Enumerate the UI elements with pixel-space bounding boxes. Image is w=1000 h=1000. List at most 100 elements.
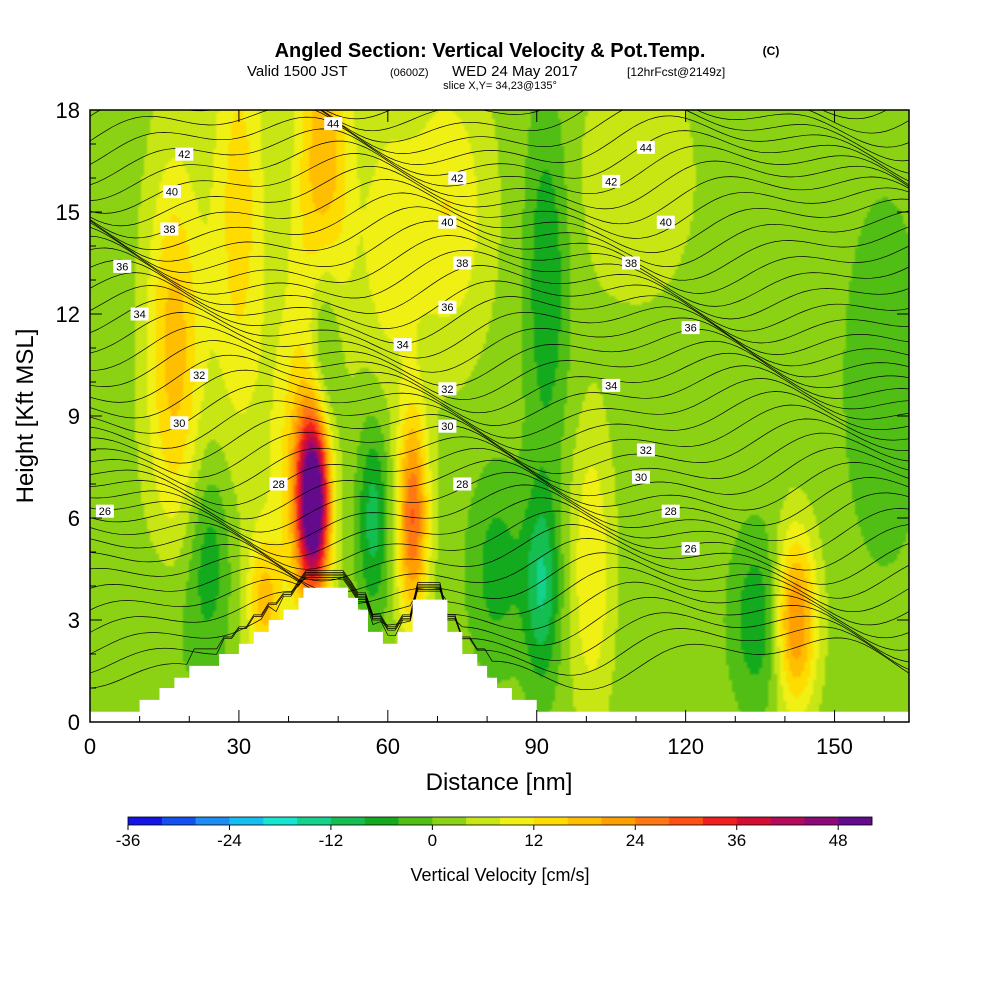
colorbar-swatch — [635, 817, 670, 825]
theta-contour-line — [90, 285, 909, 344]
contour-label: 40 — [656, 215, 675, 229]
contour-label: 32 — [438, 382, 457, 396]
theta-contour-line — [90, 459, 909, 520]
theta-contour-line — [90, 140, 909, 201]
colorbar-swatch — [567, 817, 602, 825]
theta-contour-line — [90, 510, 909, 571]
theta-contour-line — [90, 298, 909, 359]
theta-contour-line — [90, 235, 909, 294]
contour-label: 26 — [95, 504, 114, 518]
colorbar-tick-label: 24 — [626, 831, 645, 850]
colorbar — [127, 816, 873, 826]
x-tick-label: 120 — [667, 734, 704, 759]
contour-label: 28 — [269, 477, 288, 491]
contour-label: 30 — [170, 416, 189, 430]
colorbar-tick-label: -24 — [217, 831, 242, 850]
theta-contour-line — [90, 524, 909, 585]
contour-label-text: 28 — [272, 479, 284, 491]
subtitle-zulu: (0600Z) — [390, 67, 429, 79]
y-tick-label: 3 — [68, 608, 80, 633]
contour-label-text: 30 — [173, 418, 185, 430]
x-axis-label: Distance [nm] — [426, 769, 573, 796]
colorbar-swatch — [364, 817, 399, 825]
contour-label: 32 — [190, 368, 209, 382]
colorbar-swatch — [330, 817, 366, 825]
contour-label: 32 — [636, 443, 655, 457]
theta-contour-line — [90, 259, 909, 320]
theta-contour-line — [90, 128, 909, 186]
x-tick-label: 90 — [524, 734, 548, 759]
contour-label-text: 30 — [441, 421, 453, 433]
contour-label: 36 — [681, 321, 700, 335]
contour-label: 28 — [453, 477, 472, 491]
colorbar-swatch — [466, 817, 501, 825]
colorbar-tick-label: -36 — [116, 831, 141, 850]
theta-contour-line — [90, 418, 909, 478]
theta-contour-line — [90, 552, 909, 613]
colorbar-ticks: -36 -24 -12 0 12 24 36 48 — [116, 825, 848, 850]
contour-label: 42 — [602, 174, 621, 188]
y-tick-label: 9 — [68, 404, 80, 429]
colorbar-swatch — [161, 817, 196, 825]
theta-contour-line — [90, 572, 909, 676]
theta-contour-line — [90, 575, 909, 651]
colorbar-tick-label: 36 — [727, 831, 746, 850]
theta-contour-line — [90, 206, 909, 267]
contour-label-text: 30 — [635, 472, 647, 484]
chart-title-suffix: (C) — [763, 44, 780, 58]
colorbar-swatch — [702, 817, 738, 825]
subtitle-valid: Valid 1500 JST — [247, 63, 348, 80]
contour-label-text: 36 — [684, 323, 696, 335]
contour-label-text: 32 — [193, 370, 205, 382]
colorbar-tick-label: -12 — [319, 831, 344, 850]
colorbar-swatch — [229, 817, 264, 825]
theta-contour-line — [90, 484, 909, 546]
contour-label: 38 — [160, 222, 179, 236]
contour-label-text: 36 — [116, 261, 128, 273]
contour-label: 28 — [661, 504, 680, 518]
contour-label-text: 28 — [665, 506, 677, 518]
theta-contour-line — [90, 432, 909, 493]
theta-contour-line — [90, 110, 909, 148]
theta-contour-line — [90, 378, 909, 439]
colorbar-swatch — [500, 817, 535, 825]
chart-subtitle: Valid 1500 JST (0600Z) WED 24 May 2017 [… — [247, 63, 725, 80]
colorbar-swatch — [838, 817, 873, 825]
theta-contour-line — [90, 165, 909, 227]
chart-title: Angled Section: Vertical Velocity & Pot.… — [275, 40, 706, 62]
theta-contour-line — [90, 220, 909, 281]
theta-contour-line — [90, 472, 909, 533]
theta-contour-line — [90, 404, 909, 464]
theta-contour-line — [90, 272, 909, 332]
theta-contour-line — [90, 391, 909, 451]
y-axis-label: Height [Kft MSL] — [12, 329, 39, 504]
x-tick-label: 30 — [227, 734, 251, 759]
contour-label: 40 — [162, 185, 181, 199]
x-axis: 0 30 60 90 120 150 — [84, 110, 885, 759]
contour-label: 34 — [602, 378, 621, 392]
contour-label-text: 26 — [684, 544, 696, 556]
contour-label-text: 38 — [163, 224, 175, 236]
contour-label-text: 42 — [178, 149, 190, 161]
contour-label: 30 — [632, 470, 650, 484]
colorbar-swatch — [297, 817, 332, 825]
colorbar-swatch — [736, 817, 771, 825]
contour-label: 40 — [438, 215, 457, 229]
contour-label-text: 28 — [456, 479, 468, 491]
theta-contour-line — [90, 365, 909, 426]
contour-label-text: 42 — [451, 173, 463, 185]
contour-label-text: 38 — [625, 258, 637, 270]
theta-contour-line — [90, 153, 909, 214]
contour-label-text: 38 — [456, 258, 468, 270]
colorbar-tick-label: 12 — [524, 831, 543, 850]
velocity-field — [90, 110, 909, 722]
theta-contour-line — [90, 340, 909, 401]
colorbar-swatch — [128, 817, 163, 825]
colorbar-swatch — [398, 817, 433, 825]
theta-contour-line — [90, 326, 909, 387]
theta-contours — [90, 110, 909, 691]
contour-label-text: 34 — [133, 309, 145, 321]
contour-label-text: 44 — [327, 119, 339, 131]
theta-contour-line — [90, 179, 909, 239]
